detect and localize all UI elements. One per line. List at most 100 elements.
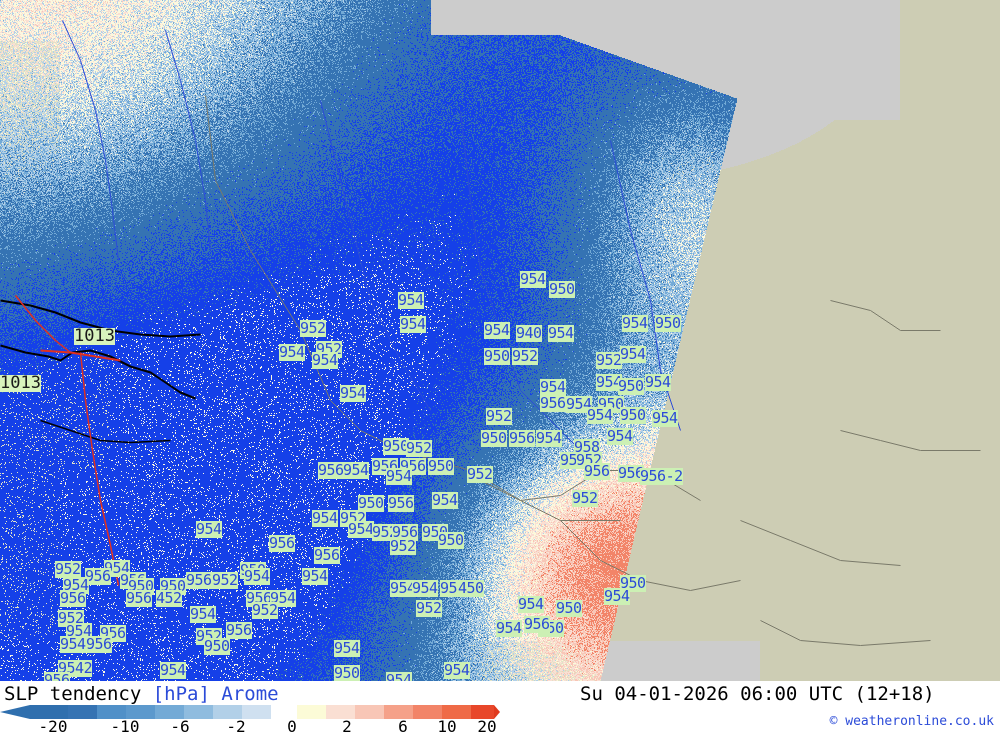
pressure-label: 940 — [516, 324, 542, 342]
pressure-label: 954 — [536, 429, 562, 447]
title-variable: SLP tendency — [4, 683, 142, 705]
pressure-label: 956 — [44, 672, 70, 681]
pressure-label: 956 — [226, 621, 252, 639]
pressure-label: 954 — [548, 324, 574, 342]
pressure-label: 954 — [312, 351, 338, 369]
pressure-label: 954 — [645, 373, 671, 391]
isobar-label: 1013 — [0, 373, 41, 393]
colorbar-swatch-14 — [413, 705, 442, 719]
map-raster-layer — [0, 0, 1000, 681]
pressure-label: 956 — [314, 546, 340, 564]
colorbar-swatch-13 — [384, 705, 413, 719]
pressure-label: 954 — [390, 579, 416, 597]
pressure-label: 954 — [587, 406, 613, 424]
pressure-label: 952 — [372, 523, 398, 541]
pressure-label: 952 — [512, 347, 538, 365]
pressure-label: 954 — [484, 321, 510, 339]
colorbar-tick-0: 0 — [287, 717, 297, 733]
colorbar-extend-high — [494, 705, 500, 719]
pressure-label: 950 — [334, 664, 360, 681]
pressure-label: 450 — [458, 579, 484, 597]
colorbar-swatch-12 — [355, 705, 384, 719]
colorbar-swatch-4 — [126, 705, 155, 719]
chart-title: SLP tendency [hPa] Arome — [4, 683, 279, 705]
pressure-label: 954 — [60, 635, 86, 653]
pressure-label: 954 — [432, 491, 458, 509]
pressure-label: 950 — [484, 347, 510, 365]
pressure-label: 950 — [549, 280, 575, 298]
pressure-label: 954 — [302, 567, 328, 585]
isobar-label: 1013 — [74, 326, 115, 346]
pressure-label: 952 — [58, 609, 84, 627]
pressure-label: 956 — [60, 589, 86, 607]
pressure-label: 952 — [486, 407, 512, 425]
colorbar-tick-20: 20 — [477, 717, 497, 733]
colorbar-extend-low — [0, 705, 30, 719]
pressure-label: 950 — [358, 494, 384, 512]
colorbar-swatch-9 — [271, 705, 297, 719]
pressure-label: 954 — [400, 315, 426, 333]
colorbar-swatch-8 — [242, 705, 271, 719]
pressure-label: 956 — [540, 394, 566, 412]
pressure-label: 956 — [318, 461, 344, 479]
pressure-label: 952 — [572, 489, 598, 507]
pressure-label: 956 — [509, 429, 535, 447]
pressure-label: 954 — [340, 384, 366, 402]
pressure-label: 950 — [438, 531, 464, 549]
pressure-label: 956 — [618, 464, 644, 482]
pressure-label: 956 — [85, 567, 111, 585]
pressure-label: 956 — [86, 635, 112, 653]
pressure-label: 952 — [406, 439, 432, 457]
pressure-label: 954 — [520, 270, 546, 288]
pressure-label: 956 — [269, 534, 295, 552]
pressure-label: 954 — [190, 605, 216, 623]
colorbar-swatch-6 — [184, 705, 213, 719]
colorbar-swatch-15 — [442, 705, 471, 719]
pressure-label: 952 — [596, 351, 622, 369]
colorbar-swatch-1 — [30, 705, 68, 719]
pressure-label: 950 — [481, 429, 507, 447]
pressure-label: 950 — [428, 457, 454, 475]
pressure-label: 954 — [496, 619, 522, 637]
weather-map[interactable]: 954 950 954 954 952 954 940 954 954 950 952 954 954 9… — [0, 0, 1000, 681]
pressure-label: 954 — [386, 467, 412, 485]
pressure-label: 954 — [622, 314, 648, 332]
colorbar-swatch-3 — [97, 705, 126, 719]
pressure-label: 954 — [160, 661, 186, 679]
pressure-label: 950 — [204, 637, 230, 655]
pressure-label: 956 — [126, 589, 152, 607]
pressure-label: 954 — [334, 639, 360, 657]
title-unit: [hPa] — [152, 683, 210, 705]
colorbar-swatch-5 — [155, 705, 184, 719]
pressure-label: 950 — [383, 437, 409, 455]
pressure-label: 954 — [312, 509, 338, 527]
pressure-label: 952 — [300, 319, 326, 337]
colorbar-swatch-11 — [326, 705, 355, 719]
pressure-label: 954 — [540, 378, 566, 396]
pressure-label: 956 — [524, 615, 550, 633]
pressure-label: 956 — [388, 494, 414, 512]
pressure-label: 952 — [212, 571, 238, 589]
pressure-label: 956-2 — [640, 467, 683, 485]
pressure-label: 950 — [655, 314, 681, 332]
colorbar-swatch-2 — [68, 705, 97, 719]
colorbar-tick--6: -6 — [170, 717, 190, 733]
pressure-label: 950 — [620, 574, 646, 592]
colorbar[interactable] — [0, 705, 500, 719]
pressure-label: 954 — [66, 622, 92, 640]
pressure-label: 954 — [348, 520, 374, 538]
pressure-label: 954 — [604, 587, 630, 605]
pressure-label: 452 — [156, 589, 182, 607]
pressure-label: 952 — [416, 599, 442, 617]
pressure-label: 952 — [467, 465, 493, 483]
pressure-label: 954 — [652, 409, 678, 427]
pressure-label: 954 — [279, 343, 305, 361]
copyright-notice: © weatheronline.co.uk — [829, 714, 994, 729]
pressure-label: 954 — [343, 461, 369, 479]
pressure-label: 954 — [244, 567, 270, 585]
colorbar-swatch-16 — [471, 705, 494, 719]
pressure-label: 956 — [392, 523, 418, 541]
colorbar-tick-2: 2 — [342, 717, 352, 733]
valid-datetime: Su 04-01-2026 06:00 UTC (12+18) — [580, 683, 935, 705]
